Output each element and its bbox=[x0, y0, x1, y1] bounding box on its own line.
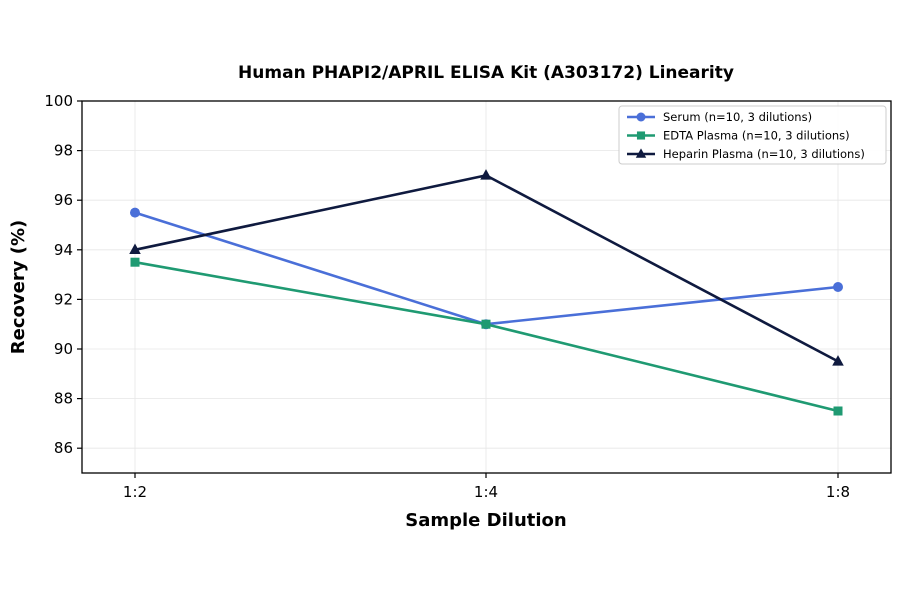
data-point bbox=[130, 257, 140, 267]
data-point bbox=[832, 355, 844, 366]
legend-swatch-marker bbox=[636, 112, 646, 122]
axes: 86 88 90 92 94 96 98 100 1:2 1:4 1:8 bbox=[44, 92, 850, 501]
legend-item: EDTA Plasma (n=10, 3 dilutions) bbox=[627, 129, 850, 143]
y-axis-label: Recovery (%) bbox=[8, 220, 29, 354]
series-layer bbox=[129, 169, 844, 416]
x-tick-label: 1:4 bbox=[474, 483, 498, 501]
legend-swatch-marker bbox=[635, 148, 647, 158]
y-tick-label: 98 bbox=[54, 142, 73, 160]
data-point bbox=[833, 282, 843, 292]
y-tick-label: 100 bbox=[44, 92, 73, 110]
y-tick-label: 94 bbox=[54, 241, 73, 259]
legend-label: Heparin Plasma (n=10, 3 dilutions) bbox=[663, 147, 865, 161]
legend-label: Serum (n=10, 3 dilutions) bbox=[663, 110, 812, 124]
legend-swatch-marker bbox=[636, 131, 646, 140]
legend-item: Serum (n=10, 3 dilutions) bbox=[627, 110, 812, 124]
x-tick-label: 1:2 bbox=[123, 483, 147, 501]
legend-box bbox=[618, 105, 887, 165]
series-line bbox=[134, 260, 839, 413]
series-triangle bbox=[129, 169, 844, 366]
y-tick-label: 86 bbox=[54, 439, 73, 457]
data-point bbox=[833, 406, 843, 416]
x-tick-label: 1:8 bbox=[826, 483, 850, 501]
chart-title: Human PHAPI2/APRIL ELISA Kit (A303172) L… bbox=[238, 63, 734, 83]
series-line bbox=[134, 174, 839, 363]
legend-label: EDTA Plasma (n=10, 3 dilutions) bbox=[663, 129, 850, 143]
legend: Serum (n=10, 3 dilutions) EDTA Plasma (n=… bbox=[618, 105, 887, 165]
data-point bbox=[481, 319, 491, 329]
legend-item: Heparin Plasma (n=10, 3 dilutions) bbox=[627, 147, 865, 161]
y-tick-label: 90 bbox=[54, 340, 73, 358]
data-point bbox=[129, 243, 141, 254]
y-tick-label: 96 bbox=[54, 191, 73, 209]
x-axis-label: Sample Dilution bbox=[405, 510, 566, 531]
y-tick-label: 92 bbox=[54, 290, 73, 308]
data-point bbox=[130, 207, 140, 218]
data-point bbox=[480, 169, 492, 180]
series-square bbox=[130, 257, 843, 416]
y-tick-label: 88 bbox=[54, 390, 73, 408]
series-circle bbox=[130, 207, 843, 330]
series-line bbox=[134, 211, 839, 326]
